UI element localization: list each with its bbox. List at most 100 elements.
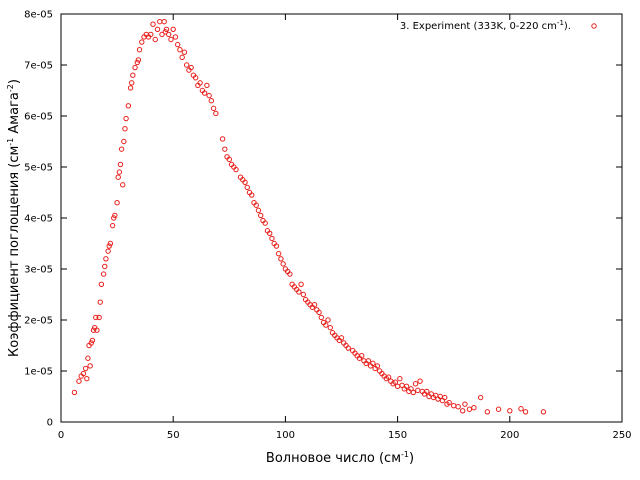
data-point bbox=[518, 406, 524, 412]
data-point bbox=[118, 146, 125, 152]
data-point bbox=[136, 47, 143, 53]
data-point bbox=[471, 405, 477, 411]
data-point bbox=[121, 138, 127, 145]
y-tick-label: 8e-05 bbox=[24, 10, 53, 21]
x-tick-label: 50 bbox=[167, 430, 180, 441]
data-point bbox=[298, 281, 304, 287]
y-tick-label: 4e-05 bbox=[24, 214, 53, 225]
data-point bbox=[417, 378, 423, 384]
data-point bbox=[459, 408, 466, 414]
x-tick-label: 250 bbox=[612, 430, 631, 441]
data-point bbox=[266, 230, 273, 237]
data-point bbox=[255, 207, 262, 214]
y-tick-label: 6e-05 bbox=[24, 112, 53, 123]
data-point bbox=[466, 406, 473, 412]
x-tick-label: 0 bbox=[58, 430, 64, 441]
data-point bbox=[206, 92, 212, 99]
legend: 3. Experiment (333K, 0-220 cm-1). bbox=[400, 19, 597, 32]
data-point bbox=[168, 36, 174, 43]
data-point bbox=[177, 47, 183, 53]
x-tick-label: 200 bbox=[500, 430, 519, 441]
data-point bbox=[477, 394, 484, 401]
data-point bbox=[127, 85, 134, 91]
y-tick-label: 5e-05 bbox=[24, 163, 53, 174]
data-point bbox=[345, 345, 351, 351]
data-point bbox=[451, 402, 457, 409]
y-tick-label: 0 bbox=[47, 418, 53, 429]
data-point bbox=[159, 31, 165, 38]
data-point bbox=[166, 31, 172, 38]
data-point bbox=[300, 291, 307, 298]
data-point bbox=[327, 324, 333, 331]
data-point bbox=[130, 72, 136, 78]
data-point bbox=[222, 146, 228, 152]
data-point bbox=[134, 59, 140, 66]
data-point bbox=[311, 302, 318, 308]
data-point bbox=[123, 115, 129, 122]
data-point bbox=[174, 41, 181, 48]
data-point bbox=[71, 389, 78, 396]
data-point bbox=[170, 26, 176, 32]
data-point bbox=[105, 248, 111, 254]
data-point bbox=[76, 378, 82, 384]
data-point bbox=[162, 29, 169, 35]
data-point bbox=[132, 64, 138, 71]
x-axis-label: Волновое число (см-1) bbox=[266, 450, 414, 466]
legend-label: 3. Experiment (333K, 0-220 cm-1). bbox=[400, 19, 571, 32]
data-point bbox=[93, 314, 99, 321]
data-point bbox=[90, 327, 97, 333]
data-point bbox=[163, 26, 170, 32]
data-point bbox=[116, 169, 123, 175]
data-point bbox=[495, 406, 502, 412]
data-point bbox=[415, 387, 421, 394]
data-point bbox=[88, 340, 94, 346]
data-point bbox=[204, 82, 210, 89]
data-point bbox=[122, 126, 128, 132]
data-point bbox=[397, 375, 403, 382]
data-point bbox=[323, 322, 329, 328]
data-point bbox=[117, 161, 124, 168]
data-point bbox=[115, 174, 121, 180]
data-point bbox=[410, 389, 417, 396]
data-point bbox=[161, 18, 167, 25]
data-point bbox=[439, 397, 446, 404]
data-point bbox=[253, 202, 259, 208]
data-point bbox=[392, 379, 399, 385]
x-axis-ticks: 0 50 100 150 200 250 bbox=[58, 14, 632, 441]
data-point bbox=[273, 243, 280, 249]
y-tick-label: 1e-05 bbox=[24, 367, 53, 378]
data-point bbox=[365, 358, 372, 364]
data-point bbox=[201, 90, 208, 96]
y-tick-label: 3e-05 bbox=[24, 265, 53, 276]
data-point bbox=[179, 54, 185, 61]
data-point bbox=[120, 182, 126, 188]
data-point bbox=[233, 166, 239, 173]
data-point bbox=[94, 327, 100, 333]
data-point bbox=[84, 375, 90, 382]
data-point bbox=[244, 184, 250, 191]
legend-marker bbox=[591, 23, 597, 29]
data-point bbox=[522, 409, 529, 415]
data-point bbox=[128, 80, 135, 86]
data-point bbox=[100, 271, 107, 277]
data-point bbox=[103, 256, 109, 262]
data-point bbox=[280, 261, 286, 267]
data-point bbox=[275, 251, 282, 257]
data-point bbox=[213, 110, 219, 117]
data-point bbox=[484, 409, 491, 415]
y-axis-label: Коэффициент поглощения (см-1 Амага-2) bbox=[6, 79, 22, 357]
data-point bbox=[150, 21, 156, 27]
data-point bbox=[318, 314, 325, 321]
data-point bbox=[358, 353, 365, 359]
data-point bbox=[249, 192, 255, 198]
y-tick-label: 7e-05 bbox=[24, 61, 53, 72]
data-point bbox=[424, 388, 430, 395]
data-point bbox=[197, 80, 203, 86]
data-point bbox=[507, 408, 513, 414]
data-point bbox=[114, 200, 120, 206]
data-point bbox=[107, 240, 114, 247]
data-point bbox=[183, 62, 190, 68]
data-point bbox=[325, 317, 331, 323]
data-point bbox=[374, 363, 381, 369]
data-point bbox=[269, 235, 275, 242]
